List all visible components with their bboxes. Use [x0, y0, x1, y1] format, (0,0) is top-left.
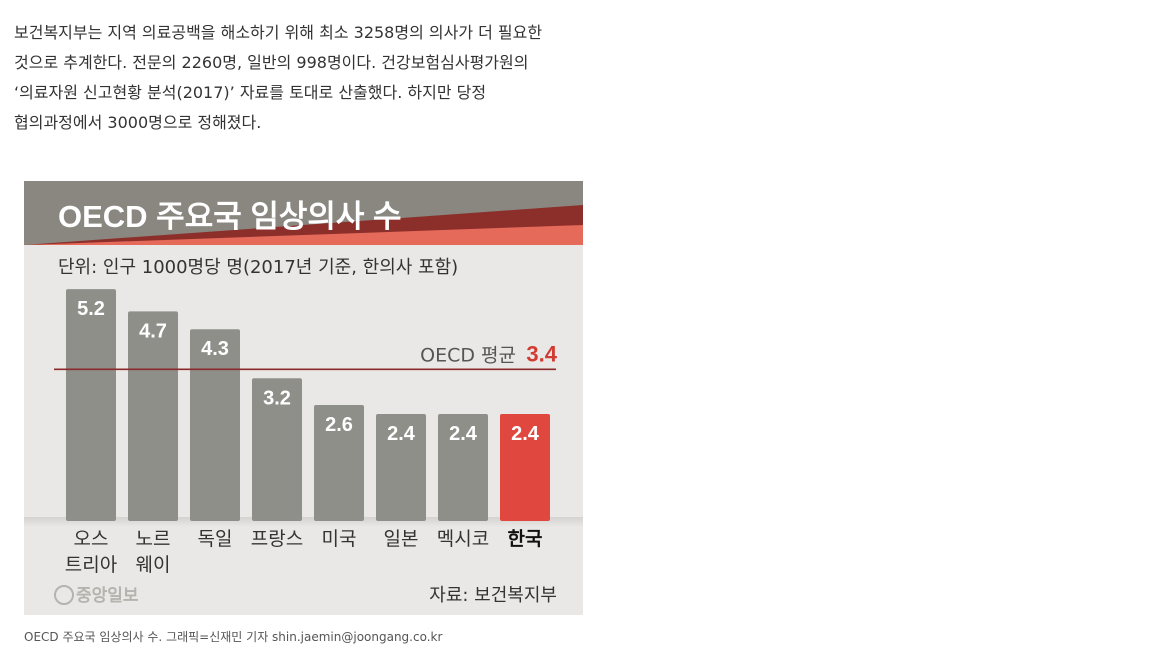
logo-text: 중앙일보 — [76, 586, 139, 606]
category-label: 미국 — [322, 528, 357, 550]
joongang-logo: 중앙일보 — [54, 585, 139, 606]
bar — [190, 329, 240, 521]
category-label: 오스 — [74, 528, 109, 550]
bar-value-label: 4.3 — [201, 338, 229, 360]
category-label: 멕시코 — [437, 528, 489, 550]
oecd-average-value: 3.4 — [526, 341, 557, 366]
bar — [66, 289, 116, 521]
article-line: 보건복지부는 지역 의료공백을 해소하기 위해 최소 3258명의 의사가 더 … — [14, 23, 543, 42]
category-label: 한국 — [508, 528, 543, 550]
source-label: 자료: 보건복지부 — [429, 585, 557, 606]
chart-figure: OECD 주요국 임상의사 수 단위: 인구 1000명당 명(2017년 기준… — [24, 181, 583, 615]
category-label: 프랑스 — [251, 528, 303, 550]
floor-shadow — [24, 517, 583, 527]
category-label: 독일 — [198, 528, 233, 550]
category-label: 노르 — [136, 528, 171, 550]
bar — [376, 413, 426, 521]
bar-chart: OECD 주요국 임상의사 수 단위: 인구 1000명당 명(2017년 기준… — [24, 181, 583, 606]
bar — [128, 311, 178, 521]
bar-value-label: 2.6 — [325, 414, 353, 436]
bar-value-label: 4.7 — [139, 320, 167, 342]
logo-circle-icon — [54, 585, 74, 605]
category-label: 웨이 — [136, 554, 171, 576]
oecd-average-label: OECD 평균 — [420, 344, 516, 366]
banner-dark-stripe — [24, 205, 583, 245]
article-body: 보건복지부는 지역 의료공백을 해소하기 위해 최소 3258명의 의사가 더 … — [14, 18, 584, 138]
article-line: 협의과정에서 3000명으로 정해졌다. — [14, 113, 262, 132]
banner-red-stripe — [24, 225, 583, 245]
figure-caption: OECD 주요국 임상의사 수. 그래픽=신재민 기자 shin.jaemin@… — [24, 630, 443, 644]
bar-value-label: 3.2 — [263, 387, 291, 409]
bar — [252, 378, 302, 521]
article-line: 것으로 추계한다. 전문의 2260명, 일반의 998명이다. 건강보험심사평… — [14, 53, 529, 72]
bar-value-label: 2.4 — [449, 423, 478, 445]
unit-note: 단위: 인구 1000명당 명(2017년 기준, 한의사 포함) — [58, 257, 458, 278]
chart-title: OECD 주요국 임상의사 수 — [58, 199, 402, 234]
category-label: 일본 — [384, 528, 419, 550]
article-line: ‘의료자원 신고현황 분석(2017)’ 자료를 토대로 산출했다. 하지만 당… — [14, 83, 487, 102]
bar — [500, 413, 550, 521]
bars-group: 5.2 4.7 4.3 3.2 2.6 2.4 2.4 2.4 — [66, 289, 550, 521]
bar — [314, 405, 364, 521]
bar-value-label: 2.4 — [511, 423, 540, 445]
bar-value-label: 5.2 — [77, 298, 105, 320]
category-label: 트리아 — [65, 554, 117, 576]
bar-value-label: 2.4 — [387, 423, 416, 445]
bar — [438, 413, 488, 521]
